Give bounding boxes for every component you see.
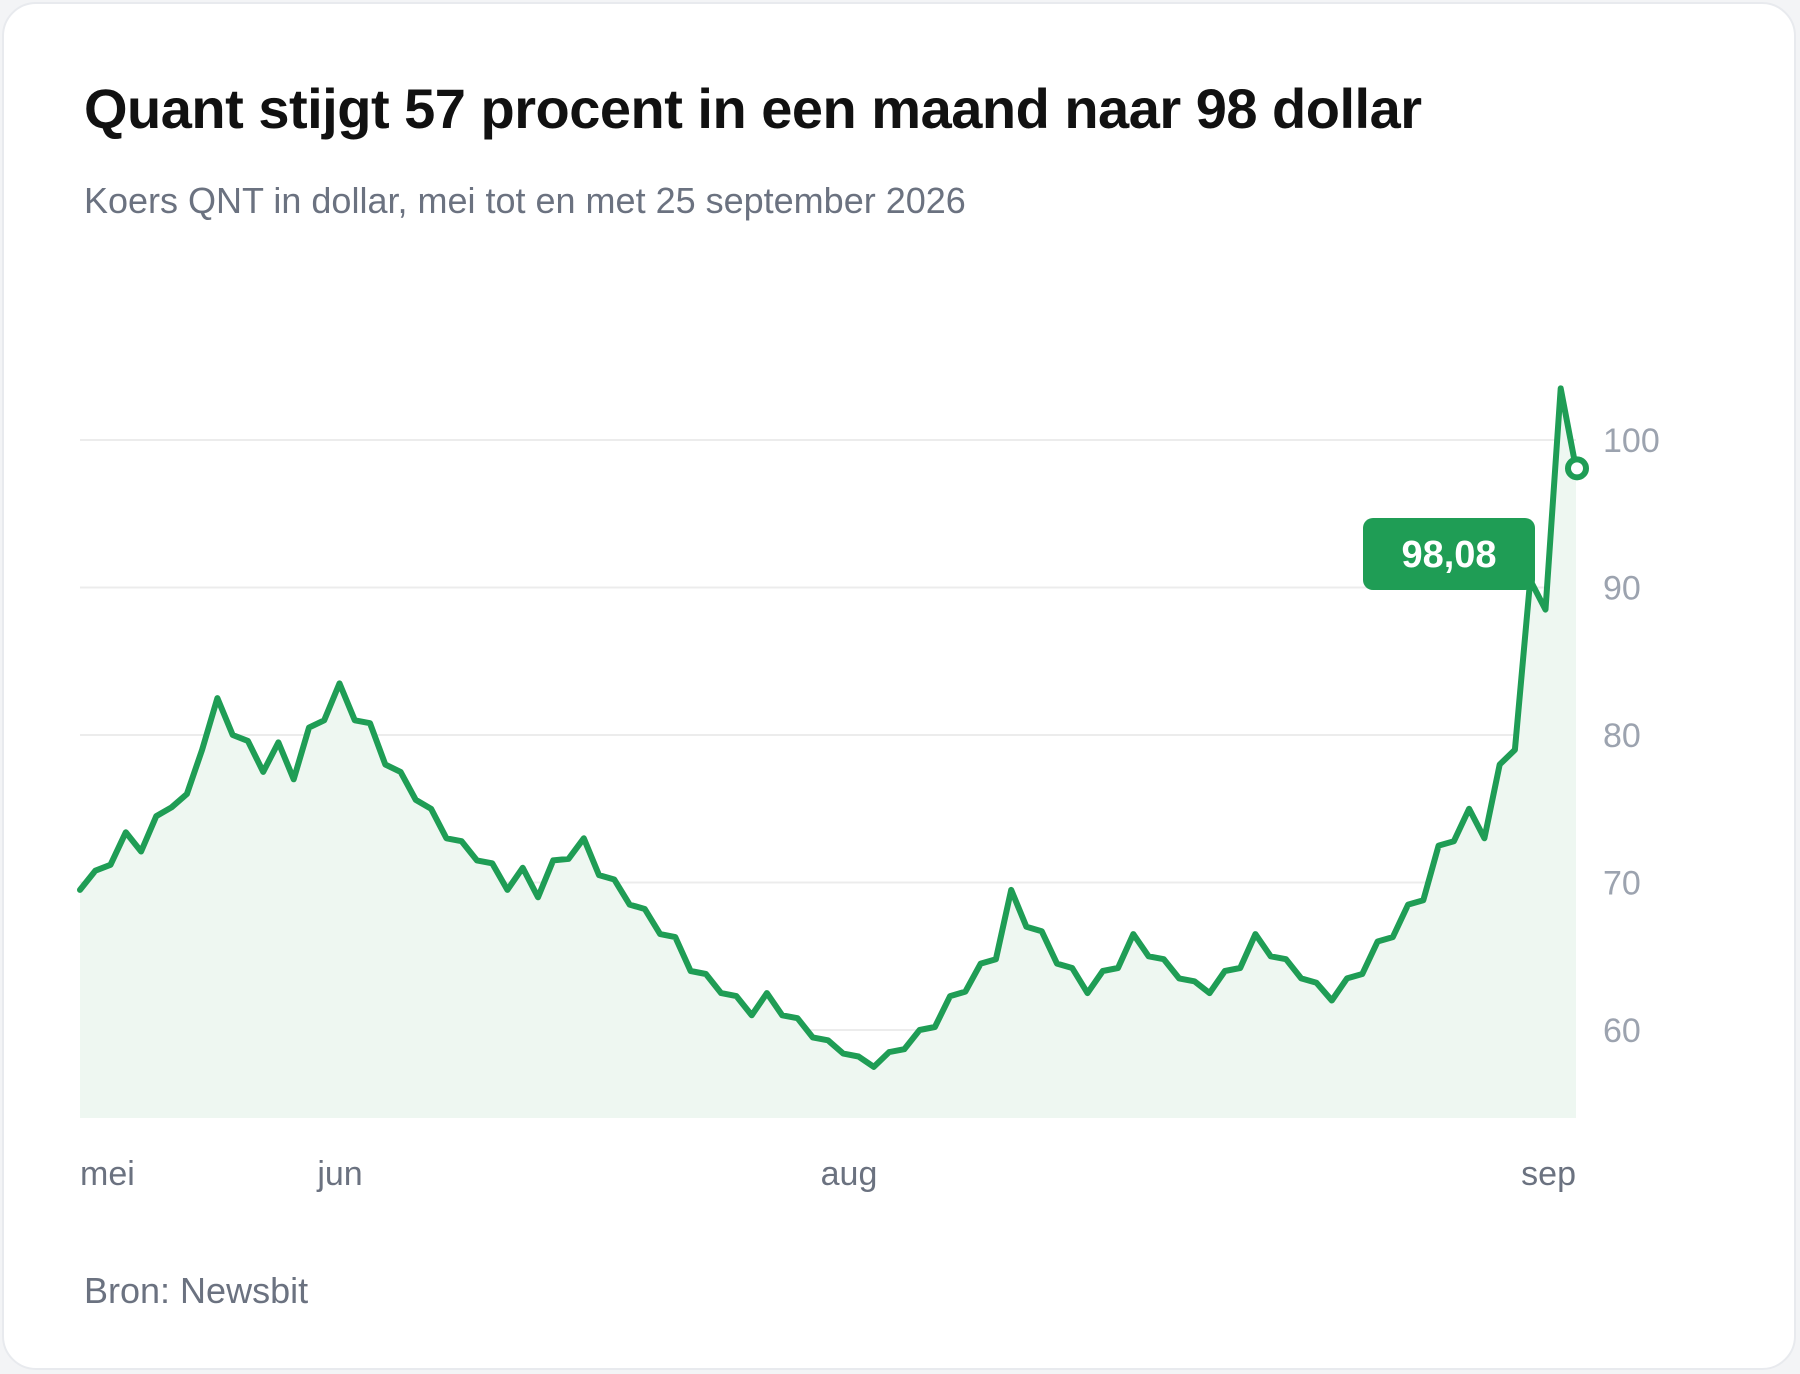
last-price-label: 98,08 — [1401, 534, 1496, 576]
chart-source: Bron: Newsbit — [84, 1270, 309, 1311]
price-line — [77, 385, 1579, 1070]
chart-title: Quant stijgt 57 procent in een maand naa… — [84, 77, 1422, 140]
x-tick-label: mei — [80, 1155, 135, 1193]
x-tick-label: aug — [821, 1155, 878, 1193]
last-price-badge — [1363, 518, 1535, 590]
last-price-point — [1565, 456, 1589, 481]
y-tick-label: 100 — [1603, 422, 1660, 460]
x-tick-label: jun — [316, 1155, 362, 1193]
x-tick-label: sep — [1521, 1155, 1576, 1193]
price-area — [80, 388, 1576, 1118]
y-tick-label: 60 — [1603, 1012, 1641, 1050]
y-tick-label: 70 — [1603, 865, 1641, 903]
y-tick-label: 80 — [1603, 717, 1641, 755]
chart-subtitle: Koers QNT in dollar, mei tot en met 25 s… — [84, 180, 966, 221]
y-tick-label: 90 — [1603, 570, 1641, 608]
